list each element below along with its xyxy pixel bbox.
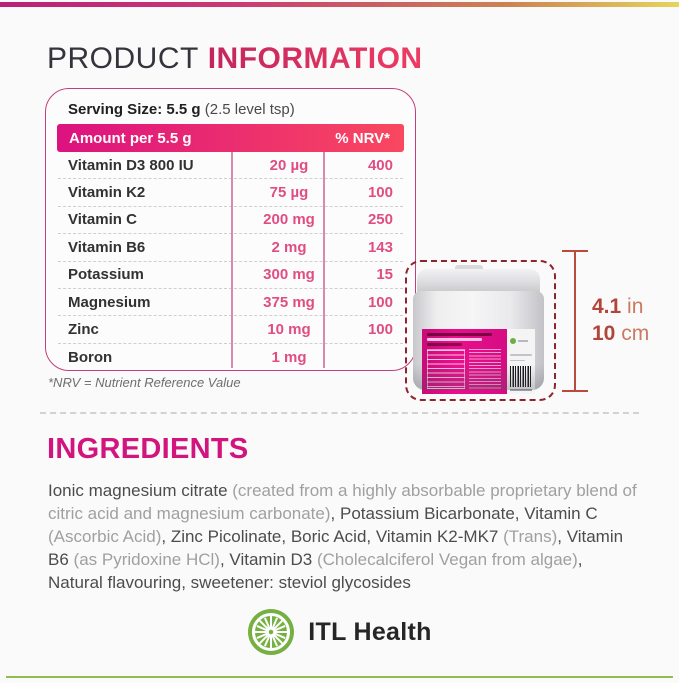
nutrient-amount: 300 mg [263, 266, 315, 284]
nutrient-name: Zinc [68, 320, 99, 338]
table-row: Vitamin D3 800 IU 20 µg 400 [58, 152, 403, 180]
nutrient-name: Vitamin D3 800 IU [68, 156, 194, 174]
nrv-column-header: % NRV* [335, 129, 390, 147]
serving-size-note: (2.5 level tsp) [204, 101, 295, 118]
top-gradient-rule [0, 2, 679, 7]
nutrient-nrv: 400 [367, 156, 393, 174]
product-jar-photo [400, 245, 580, 405]
nutrient-nrv: 15 [376, 266, 393, 284]
jar [413, 265, 544, 394]
brand-footer: ITL Health [0, 608, 679, 656]
label-columns [427, 348, 503, 389]
height-measure-text: 4.1 in 10 cm [592, 293, 649, 347]
nutrient-amount: 20 µg [269, 156, 309, 174]
label-mini-ingredients-text [469, 348, 501, 389]
nrv-footnote: *NRV = Nutrient Reference Value [48, 375, 241, 390]
nutrient-nrv: 100 [367, 293, 393, 311]
jar-body [413, 291, 544, 394]
height-centimeters: 10 cm [592, 322, 650, 345]
column-divider-2 [323, 152, 325, 368]
table-row: Vitamin C 200 mg 250 [58, 207, 403, 235]
serving-size-line: Serving Size: 5.5 g (2.5 level tsp) [46, 89, 415, 118]
nutrition-facts-card: Serving Size: 5.5 g (2.5 level tsp) Amou… [45, 88, 416, 371]
label-text-line [427, 338, 482, 341]
page-title-product: PRODUCT [47, 42, 199, 75]
nutrient-nrv: 143 [367, 238, 393, 256]
nutrient-amount: 10 mg [267, 320, 311, 338]
nutrient-nrv: 100 [367, 184, 393, 202]
section-divider [40, 412, 639, 414]
nutrient-name: Potassium [68, 266, 144, 284]
label-mini-nutrition-table [427, 348, 465, 389]
nutrient-name: Boron [68, 348, 113, 366]
label-logo-text-line [518, 339, 528, 342]
label-text-line [427, 333, 492, 336]
table-row: Zinc 10 mg 100 [58, 316, 403, 344]
nutrient-amount: 375 mg [263, 293, 315, 311]
jar-lid [417, 269, 540, 294]
jar-label-side-strip [507, 329, 535, 394]
ingredients-heading: INGREDIENTS [47, 433, 249, 465]
nutrient-name: Magnesium [68, 293, 151, 311]
ingredients-paragraph: Ionic magnesium citrate (created from a … [48, 481, 637, 592]
nutrient-amount: 2 mg [271, 238, 307, 256]
height-inches: 4.1 in [592, 295, 644, 318]
table-row: Boron 1 mg [58, 344, 403, 371]
strip-text-line [510, 359, 526, 361]
nutrient-amount: 1 mg [271, 348, 307, 366]
nutrient-nrv: 100 [367, 320, 393, 338]
amount-column-header: Amount per 5.5 g [69, 129, 192, 147]
height-measure-cap-bottom [562, 390, 588, 392]
serving-size-value: 5.5 g [166, 101, 201, 118]
nutrient-amount: 75 µg [269, 184, 309, 202]
table-row: Magnesium 375 mg 100 [58, 289, 403, 317]
table-row: Potassium 300 mg 15 [58, 262, 403, 289]
nutrient-name: Vitamin B6 [68, 238, 146, 256]
table-row: Vitamin K2 75 µg 100 [58, 179, 403, 207]
label-text-line [427, 343, 462, 346]
page-title-information: INFORMATION [207, 42, 423, 75]
brand-name: ITL Health [308, 617, 432, 646]
height-measure-cap-top [562, 250, 588, 252]
jar-front-label [422, 329, 507, 394]
column-divider-1 [231, 152, 233, 368]
table-row: Vitamin B6 2 mg 143 [58, 234, 403, 262]
nutrient-amount: 200 mg [263, 211, 315, 229]
nutrient-name: Vitamin C [68, 211, 137, 229]
label-logo-dot-icon [510, 337, 516, 344]
bottom-green-rule [6, 676, 673, 678]
nutrient-name: Vitamin K2 [68, 184, 146, 202]
jar-dashed-outline [405, 260, 556, 401]
page-title: PRODUCT INFORMATION [47, 42, 423, 76]
serving-size-label: Serving Size: [68, 101, 163, 118]
barcode-number-line [510, 388, 532, 391]
height-measure-line [574, 251, 576, 391]
barcode [510, 366, 532, 387]
nutrient-nrv: 250 [367, 211, 393, 229]
strip-text-line [510, 354, 532, 356]
itl-health-logo-icon [248, 609, 295, 655]
table-header-row: Amount per 5.5 g % NRV* [57, 124, 404, 152]
nutrition-rows: Vitamin D3 800 IU 20 µg 400 Vitamin K2 7… [46, 152, 415, 371]
